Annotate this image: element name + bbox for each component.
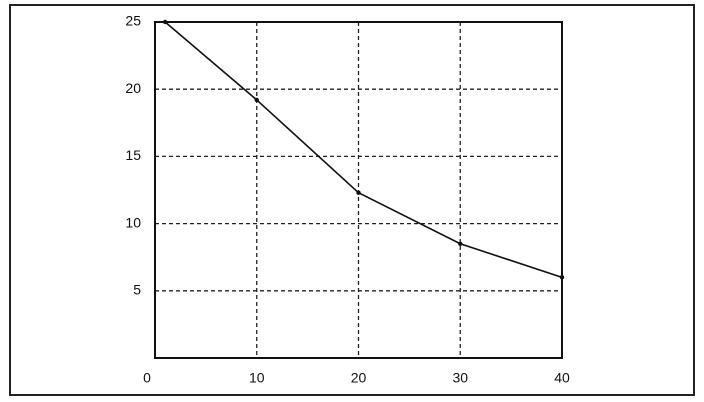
plot-border [154,21,563,359]
point [162,19,168,25]
x-tick-label: 10 [249,370,265,386]
line [164,21,563,279]
y-tick-label: 20 [125,80,141,96]
x-tick-label: 30 [452,370,468,386]
x-tick-label: 40 [554,370,570,386]
y-tick-label: 5 [133,282,141,298]
point [254,97,259,103]
point [559,275,565,280]
y-tick-label: 10 [125,214,141,230]
x-tick-label: 0 [143,370,151,386]
point [458,241,463,246]
y-tick-label: 25 [125,13,141,29]
frame [9,4,695,396]
x-tick-label: 20 [351,370,367,386]
point [356,190,361,195]
y-tick-label: 15 [125,147,141,163]
